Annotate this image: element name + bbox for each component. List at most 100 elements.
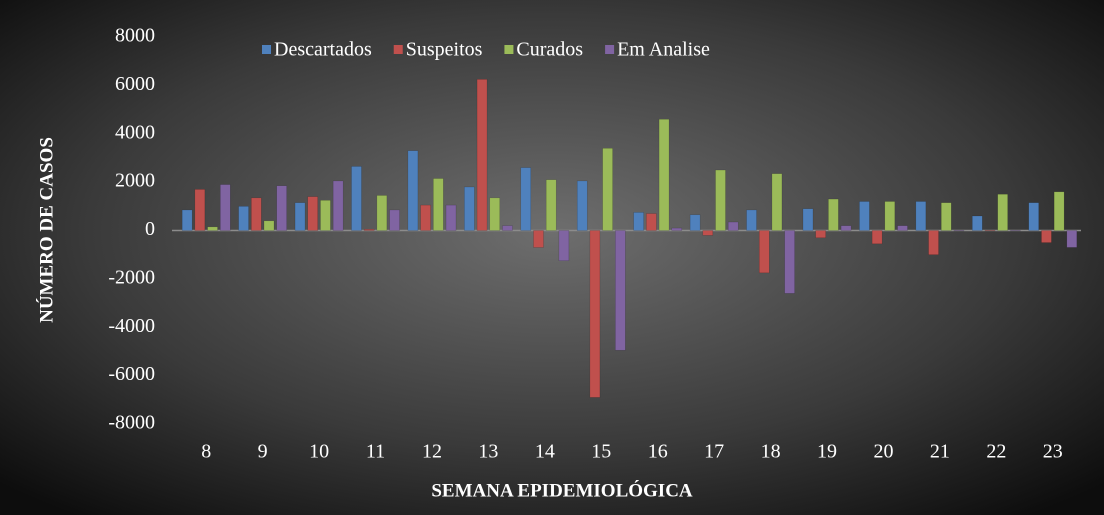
bar <box>464 186 475 231</box>
y-tick-label: 6000 <box>115 73 155 95</box>
bar <box>884 201 896 231</box>
bar <box>389 209 400 231</box>
y-tick-label: -6000 <box>108 363 155 385</box>
x-tick-label: 18 <box>761 441 781 463</box>
x-tick-label: 21 <box>930 441 950 463</box>
bar <box>294 202 306 231</box>
bar <box>220 184 231 231</box>
bar <box>658 118 670 231</box>
legend-swatch <box>262 45 271 54</box>
bar <box>276 185 287 231</box>
bar <box>953 230 965 232</box>
y-tick-label: -4000 <box>108 315 155 337</box>
bar <box>897 225 908 231</box>
bar <box>1010 230 1021 232</box>
bar <box>646 213 657 231</box>
x-axis-title: SEMANA EPIDEMIOLÓGICA <box>431 479 693 501</box>
x-tick-label: 13 <box>478 441 498 463</box>
y-tick-label: -2000 <box>108 266 155 288</box>
bar <box>489 197 501 231</box>
bar <box>715 169 726 231</box>
legend-label: Suspeitos <box>406 39 483 61</box>
bar <box>545 179 557 231</box>
bar <box>815 230 826 239</box>
bar <box>702 230 714 236</box>
bar <box>1066 230 1078 248</box>
bar <box>533 230 544 248</box>
bar <box>671 227 683 231</box>
bar <box>602 148 613 231</box>
bar <box>476 79 488 231</box>
bar <box>502 225 513 231</box>
bar <box>828 198 839 231</box>
bar <box>307 196 318 231</box>
bar <box>972 215 983 231</box>
bar <box>784 230 795 294</box>
y-tick-label: 4000 <box>115 121 155 143</box>
bar <box>207 226 218 231</box>
x-tick-label: 14 <box>535 441 555 463</box>
y-tick-label: 0 <box>145 218 155 240</box>
bar <box>928 230 939 255</box>
bar <box>941 202 952 231</box>
x-tick-label: 15 <box>591 441 611 463</box>
bar <box>633 212 644 231</box>
y-tick-label: 2000 <box>115 170 155 192</box>
bar <box>263 220 275 231</box>
x-tick-label: 19 <box>817 441 837 463</box>
bar <box>859 201 870 231</box>
bar <box>576 180 588 231</box>
bar <box>181 209 193 231</box>
legend-swatch <box>393 45 403 54</box>
bar <box>558 230 570 261</box>
x-tick-label: 10 <box>309 441 329 463</box>
bar <box>420 204 431 231</box>
y-axis-title: NÚMERO DE CASOS <box>35 137 57 323</box>
y-tick-label: 8000 <box>115 25 155 47</box>
bar <box>1028 202 1039 231</box>
bar <box>758 230 770 274</box>
bar <box>802 208 814 231</box>
legend-swatch <box>605 45 615 54</box>
bar <box>351 166 362 231</box>
bar <box>840 225 852 231</box>
x-tick-label: 22 <box>986 441 1006 463</box>
bar <box>915 201 927 231</box>
bar <box>589 230 601 398</box>
bar <box>363 229 375 231</box>
bar <box>727 221 739 231</box>
x-tick-label: 16 <box>648 441 668 463</box>
bar <box>746 209 757 231</box>
legend-swatch <box>504 45 514 54</box>
y-tick-label: -8000 <box>108 412 155 434</box>
x-tick-label: 17 <box>704 441 724 463</box>
legend-label: Descartados <box>274 39 372 61</box>
bar <box>320 200 331 231</box>
x-tick-label: 8 <box>201 441 211 463</box>
x-tick-label: 9 <box>258 441 268 463</box>
legend-label: Em Analise <box>617 39 710 61</box>
bar <box>984 230 996 232</box>
bar <box>433 178 444 231</box>
bar <box>332 180 344 231</box>
bar <box>407 150 419 231</box>
bar <box>520 167 532 231</box>
bar <box>1053 191 1065 231</box>
bar <box>238 206 249 231</box>
bar <box>689 214 701 231</box>
x-tick-label: 11 <box>366 441 385 463</box>
bar <box>251 197 262 231</box>
bar <box>194 189 206 231</box>
bar <box>376 195 388 231</box>
bar <box>997 193 1008 231</box>
x-tick-label: 23 <box>1043 441 1063 463</box>
bar <box>871 230 883 245</box>
bar <box>771 173 783 231</box>
x-tick-label: 12 <box>422 441 442 463</box>
bar <box>615 230 626 351</box>
bar <box>445 204 457 231</box>
legend-label: Curados <box>516 39 583 61</box>
x-tick-label: 20 <box>873 441 893 463</box>
